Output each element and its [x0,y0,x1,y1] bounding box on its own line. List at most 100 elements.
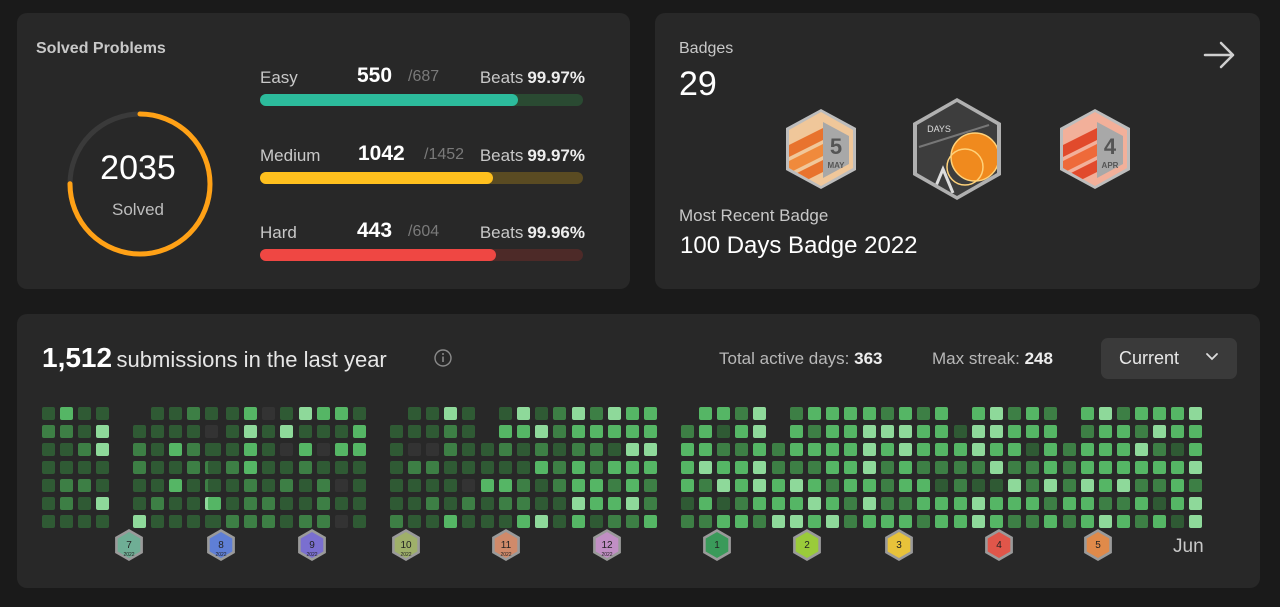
heatmap-cell[interactable] [78,497,91,510]
heatmap-cell[interactable] [1153,497,1166,510]
heatmap-cell[interactable] [681,461,694,474]
heatmap-cell[interactable] [553,497,566,510]
heatmap-cell[interactable] [208,461,221,474]
apr-badge-icon[interactable]: 4 APR [1057,108,1133,190]
heatmap-cell[interactable] [808,497,821,510]
heatmap-cell[interactable] [972,425,985,438]
heatmap-cell[interactable] [1171,497,1184,510]
heatmap-cell[interactable] [42,443,55,456]
heatmap-cell[interactable] [626,443,639,456]
heatmap-cell[interactable] [133,443,146,456]
heatmap-cell[interactable] [899,515,912,528]
heatmap-cell[interactable] [299,497,312,510]
heatmap-cell[interactable] [608,461,621,474]
heatmap-cell[interactable] [717,497,730,510]
heatmap-cell[interactable] [1063,515,1076,528]
heatmap-cell[interactable] [990,461,1003,474]
heatmap-cell[interactable] [935,461,948,474]
heatmap-cell[interactable] [1044,425,1057,438]
heatmap-cell[interactable] [753,497,766,510]
arrow-right-icon[interactable] [1203,41,1237,69]
heatmap-cell[interactable] [1135,479,1148,492]
heatmap-cell[interactable] [699,407,712,420]
heatmap-cell[interactable] [262,497,275,510]
heatmap-cell[interactable] [881,479,894,492]
heatmap-cell[interactable] [78,515,91,528]
heatmap-cell[interactable] [608,479,621,492]
heatmap-cell[interactable] [444,479,457,492]
heatmap-cell[interactable] [317,515,330,528]
heatmap-cell[interactable] [935,425,948,438]
heatmap-cell[interactable] [844,425,857,438]
heatmap-cell[interactable] [863,443,876,456]
heatmap-cell[interactable] [244,425,257,438]
heatmap-cell[interactable] [1044,515,1057,528]
heatmap-cell[interactable] [187,515,200,528]
heatmap-cell[interactable] [335,443,348,456]
heatmap-cell[interactable] [608,425,621,438]
heatmap-cell[interactable] [169,425,182,438]
heatmap-cell[interactable] [408,515,421,528]
heatmap-cell[interactable] [1153,425,1166,438]
heatmap-cell[interactable] [863,479,876,492]
heatmap-cell[interactable] [78,461,91,474]
heatmap-cell[interactable] [1063,443,1076,456]
heatmap-cell[interactable] [808,461,821,474]
heatmap-cell[interactable] [1171,515,1184,528]
heatmap-cell[interactable] [1008,479,1021,492]
heatmap-cell[interactable] [151,497,164,510]
month-badge-icon[interactable]: 3 [885,529,913,561]
heatmap-cell[interactable] [863,515,876,528]
heatmap-cell[interactable] [96,443,109,456]
heatmap-cell[interactable] [426,461,439,474]
heatmap-cell[interactable] [1117,479,1130,492]
heatmap-cell[interactable] [954,425,967,438]
heatmap-cell[interactable] [262,425,275,438]
heatmap-cell[interactable] [954,443,967,456]
heatmap-cell[interactable] [1044,407,1057,420]
heatmap-cell[interactable] [863,407,876,420]
heatmap-cell[interactable] [644,515,657,528]
heatmap-cell[interactable] [863,497,876,510]
heatmap-cell[interactable] [408,461,421,474]
heatmap-cell[interactable] [1008,497,1021,510]
heatmap-cell[interactable] [608,515,621,528]
heatmap-cell[interactable] [844,407,857,420]
heatmap-cell[interactable] [335,515,348,528]
heatmap-cell[interactable] [1135,443,1148,456]
heatmap-cell[interactable] [1026,443,1039,456]
heatmap-cell[interactable] [990,497,1003,510]
heatmap-cell[interactable] [299,407,312,420]
heatmap-cell[interactable] [717,515,730,528]
heatmap-cell[interactable] [881,425,894,438]
heatmap-cell[interactable] [226,425,239,438]
heatmap-cell[interactable] [96,425,109,438]
heatmap-cell[interactable] [390,425,403,438]
heatmap-cell[interactable] [1099,407,1112,420]
heatmap-cell[interactable] [1171,479,1184,492]
heatmap-cell[interactable] [1026,407,1039,420]
heatmap-cell[interactable] [1117,515,1130,528]
heatmap-cell[interactable] [935,479,948,492]
heatmap-cell[interactable] [590,461,603,474]
heatmap-cell[interactable] [499,515,512,528]
heatmap-cell[interactable] [535,497,548,510]
heatmap-cell[interactable] [1063,479,1076,492]
heatmap-cell[interactable] [353,425,366,438]
heatmap-cell[interactable] [208,497,221,510]
heatmap-cell[interactable] [681,425,694,438]
heatmap-cell[interactable] [1044,461,1057,474]
heatmap-cell[interactable] [844,497,857,510]
heatmap-cell[interactable] [444,461,457,474]
heatmap-cell[interactable] [990,443,1003,456]
heatmap-cell[interactable] [681,515,694,528]
heatmap-cell[interactable] [1117,407,1130,420]
heatmap-cell[interactable] [78,443,91,456]
heatmap-cell[interactable] [917,407,930,420]
heatmap-cell[interactable] [244,407,257,420]
heatmap-cell[interactable] [1026,479,1039,492]
heatmap-cell[interactable] [151,515,164,528]
heatmap-cell[interactable] [426,479,439,492]
